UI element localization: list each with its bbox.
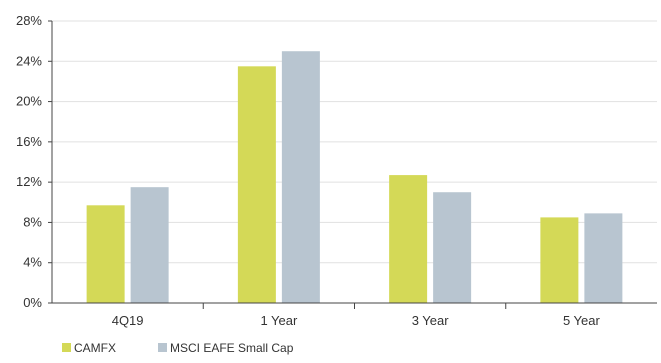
bar-msci-eafe-small-cap-4q19 bbox=[130, 187, 169, 303]
legend-label: CAMFX bbox=[74, 341, 116, 355]
x-tick-label: 4Q19 bbox=[112, 313, 144, 328]
y-axis: 0% 4% 8% 12% 16% 20% 24% 28% bbox=[16, 13, 53, 310]
x-tick-label: 1 Year bbox=[260, 313, 298, 328]
y-tick-label: 24% bbox=[16, 53, 42, 68]
bar-camfx-4q19 bbox=[86, 205, 125, 303]
bar-msci-eafe-small-cap-1-year bbox=[281, 51, 320, 303]
bar-msci-eafe-small-cap-3-year bbox=[433, 192, 472, 303]
y-tick-label: 16% bbox=[16, 134, 42, 149]
y-tick-label: 20% bbox=[16, 94, 42, 109]
y-tick-label: 4% bbox=[23, 255, 42, 270]
bar-camfx-3-year bbox=[389, 175, 428, 303]
y-tick-label: 8% bbox=[23, 214, 42, 229]
y-tick-label: 28% bbox=[16, 13, 42, 28]
legend-label: MSCI EAFE Small Cap bbox=[170, 341, 294, 355]
bars bbox=[86, 51, 623, 303]
legend-swatch bbox=[62, 343, 71, 352]
x-tick-label: 5 Year bbox=[563, 313, 601, 328]
y-tick-label: 12% bbox=[16, 174, 42, 189]
y-tick-label: 0% bbox=[23, 295, 42, 310]
bar-msci-eafe-small-cap-5-year bbox=[584, 213, 623, 303]
bar-camfx-1-year bbox=[237, 66, 276, 303]
x-tick-label: 3 Year bbox=[412, 313, 450, 328]
bar-camfx-5-year bbox=[540, 217, 579, 303]
x-axis: 4Q19 1 Year 3 Year 5 Year bbox=[52, 302, 657, 328]
legend-swatch bbox=[158, 343, 167, 352]
legend: CAMFX MSCI EAFE Small Cap bbox=[62, 341, 294, 355]
